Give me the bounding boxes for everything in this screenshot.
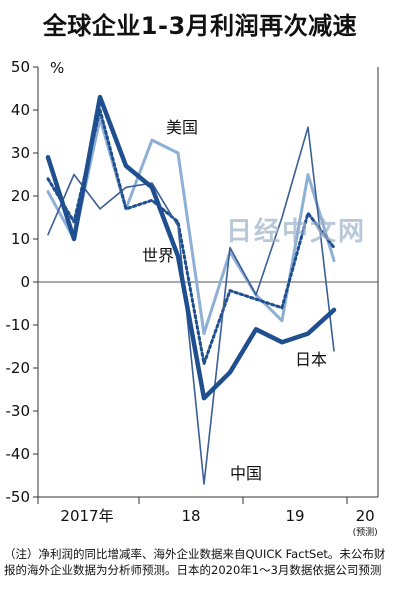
y-tick-label: 50 [11,58,30,76]
series-lines [45,94,337,485]
series-label: 美国 [166,118,198,137]
y-tick-label: 30 [11,144,30,162]
axes: 50 40 30 20 10 0 -10 -20 -30 -40 -50% 2017年 18 19 20 (预… [6,58,379,538]
series-label: 中国 [230,464,262,483]
series-label: 日本 [295,350,327,369]
y-tick-label: 0 [20,273,30,291]
series-label: 世界 [142,246,174,265]
y-tick-label: -30 [6,402,31,420]
series-line-日本 [45,94,337,401]
y-tick-label: -50 [6,488,31,506]
footnote: （注）净利润的同比增减率、海外企业数据来自QUICK FactSet。未公布财报… [4,547,386,577]
y-tick-label: 20 [11,187,30,205]
y-tick-label: -10 [6,316,31,334]
y-tick-label: -20 [6,359,31,377]
y-tick-label: 40 [11,101,30,119]
x-tick-label: 2017年 [60,507,113,525]
x-tick-label: 20 [356,507,375,525]
series-line-中国 [47,126,335,485]
watermark: 日经中文网 [226,216,366,247]
y-tick-label: 10 [11,230,30,248]
y-tick-label: -40 [6,445,31,463]
x-sublabel: (预测) [353,527,378,538]
chart-title: 全球企业1-3月利润再次减速 [42,12,358,40]
line-chart: 50 40 30 20 10 0 -10 -20 -30 -40 -50% 2017年 18 19 20 (预… [6,58,379,538]
y-unit-label: % [50,59,64,77]
x-tick-label: 18 [181,507,200,525]
x-tick-label: 19 [285,507,304,525]
